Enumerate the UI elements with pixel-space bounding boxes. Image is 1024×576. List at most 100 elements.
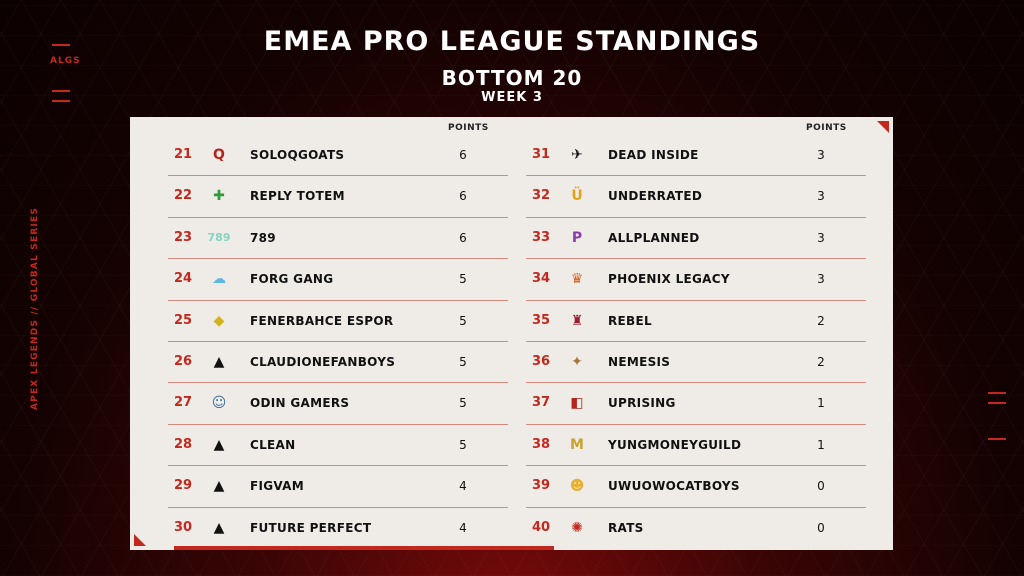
team-points: 5	[459, 396, 467, 411]
rank-number: 27	[173, 395, 193, 411]
apex-logo-icon: ▲	[213, 436, 225, 453]
team-name: ALLPLANNED	[608, 230, 700, 245]
standings-row: 31 ✈ DEAD INSIDE 3	[526, 135, 866, 177]
rank-number: 30	[173, 519, 193, 535]
rank-number: 39	[531, 478, 551, 494]
uprising-logo-icon: ◧	[570, 395, 584, 412]
phoenix-logo-icon: ♛	[570, 271, 584, 288]
deco-dash	[52, 44, 70, 46]
rank-number: 32	[531, 188, 551, 204]
standings-row: 32 Ü UNDERRATED 3	[526, 176, 866, 218]
reply-totem-logo-icon: ✚	[213, 188, 225, 205]
standings-row: 21 Q SOLOQGOATS 6	[168, 135, 508, 177]
fenerbahce-logo-icon: ◆	[213, 312, 225, 329]
rank-number: 36	[531, 353, 551, 369]
789-logo-icon: 789	[207, 231, 231, 245]
deco-dash	[52, 90, 70, 92]
rank-number: 31	[531, 147, 551, 162]
rank-number: 21	[173, 147, 193, 162]
team-points: 4	[459, 520, 467, 535]
corner-accent	[134, 534, 146, 546]
team-name: PHOENIX LEGACY	[608, 272, 730, 287]
algs-label: ALGS	[50, 56, 81, 66]
odin-logo-icon: ☺	[211, 395, 227, 412]
rebel-logo-icon: ♜	[570, 312, 584, 329]
standings-row: 23 789 789 6	[168, 218, 508, 260]
rank-number: 25	[173, 312, 193, 328]
standings-row: 33 P ALLPLANNED 3	[526, 218, 866, 260]
rank-number: 24	[173, 271, 193, 287]
deco-dash	[988, 392, 1006, 394]
rank-number: 38	[531, 436, 551, 452]
page-title: EMEA PRO LEAGUE STANDINGS	[263, 26, 761, 57]
team-name: RATS	[608, 520, 644, 535]
standings-rows-right: 31 ✈ DEAD INSIDE 3 32 Ü UNDERRATED 3 3 3 P ALLPLANN…	[526, 135, 866, 548]
series-vertical-label: APEX LEGENDS // GLOBAL SERIES	[30, 206, 40, 410]
deco-dash	[988, 402, 1006, 404]
rank-number: 29	[173, 478, 193, 494]
team-points: 6	[459, 189, 467, 204]
rank-number: 35	[531, 312, 551, 328]
rank-number: 26	[173, 353, 193, 369]
dead-inside-logo-icon: ✈	[571, 147, 583, 163]
team-name: DEAD INSIDE	[608, 148, 699, 162]
standings-rows-left: 21 Q SOLOQGOATS 6 22 ✚ REPLY TOTEM 6 23 789 789 6 24…	[168, 135, 508, 548]
nemesis-logo-icon: ✦	[571, 353, 583, 370]
team-name: REBEL	[608, 313, 652, 328]
catboys-logo-icon: ☻	[569, 478, 585, 495]
team-name: ODIN GAMERS	[250, 396, 350, 411]
standings-row: 28 ▲ CLEAN 5	[168, 425, 508, 467]
rank-number: 23	[173, 229, 193, 245]
standings-row: 25 ◆ FENERBAHCE ESPOR 5	[168, 301, 508, 342]
team-name: CLAUDIONEFANBOYS	[250, 354, 396, 369]
team-points: 5	[459, 354, 467, 369]
team-points: 3	[817, 272, 825, 287]
corner-accent	[877, 121, 889, 133]
team-points: 0	[817, 520, 825, 535]
rats-logo-icon: ✺	[571, 519, 583, 536]
standings-row: 22 ✚ REPLY TOTEM 6	[168, 176, 508, 218]
week-label: WEEK 3	[481, 90, 543, 105]
team-points: 1	[817, 396, 825, 411]
points-header: POINTS	[806, 123, 847, 133]
rank-number: 37	[531, 395, 551, 411]
standings-row: 26 ▲ CLAUDIONEFANBOYS 5	[168, 342, 508, 384]
page-subtitle: BOTTOM 20	[441, 66, 583, 90]
rank-number: 40	[531, 519, 551, 535]
standings-row: 40 ✺ RATS 0	[526, 508, 866, 548]
team-points: 3	[817, 230, 825, 245]
team-points: 6	[459, 148, 467, 162]
team-name: UPRISING	[608, 396, 676, 411]
standings-row: 37 ◧ UPRISING 1	[526, 383, 866, 425]
team-name: FENERBAHCE ESPOR	[250, 313, 394, 328]
team-name: REPLY TOTEM	[250, 189, 345, 204]
team-points: 5	[459, 437, 467, 452]
team-name: CLEAN	[250, 437, 296, 452]
yungmoney-logo-icon: M	[570, 436, 584, 453]
forg-gang-logo-icon: ☁	[212, 271, 226, 288]
team-points: 6	[459, 230, 467, 245]
apex-logo-icon: ▲	[213, 353, 225, 370]
apex-logo-icon: ▲	[213, 478, 225, 495]
team-name: 789	[250, 230, 276, 245]
team-name: FIGVAM	[250, 479, 305, 494]
team-points: 2	[817, 313, 825, 328]
team-points: 1	[817, 437, 825, 452]
apex-logo-icon: ▲	[213, 519, 225, 536]
team-name: FUTURE PERFECT	[250, 520, 372, 535]
team-points: 4	[459, 479, 467, 494]
team-name: NEMESIS	[608, 354, 671, 369]
rank-number: 34	[531, 271, 551, 287]
allplanned-logo-icon: P	[571, 229, 583, 246]
standings-row: 35 ♜ REBEL 2	[526, 301, 866, 342]
team-points: 3	[817, 148, 825, 162]
deco-dash	[988, 438, 1006, 440]
deco-dash	[52, 100, 70, 102]
standings-row: 38 M YUNGMONEYGUILD 1	[526, 425, 866, 467]
standings-row: 29 ▲ FIGVAM 4	[168, 466, 508, 508]
team-points: 5	[459, 272, 467, 287]
standings-row: 30 ▲ FUTURE PERFECT 4	[168, 508, 508, 548]
team-name: FORG GANG	[250, 272, 334, 287]
team-name: UWUOWOCATBOYS	[608, 479, 740, 494]
standings-row: 24 ☁ FORG GANG 5	[168, 259, 508, 301]
